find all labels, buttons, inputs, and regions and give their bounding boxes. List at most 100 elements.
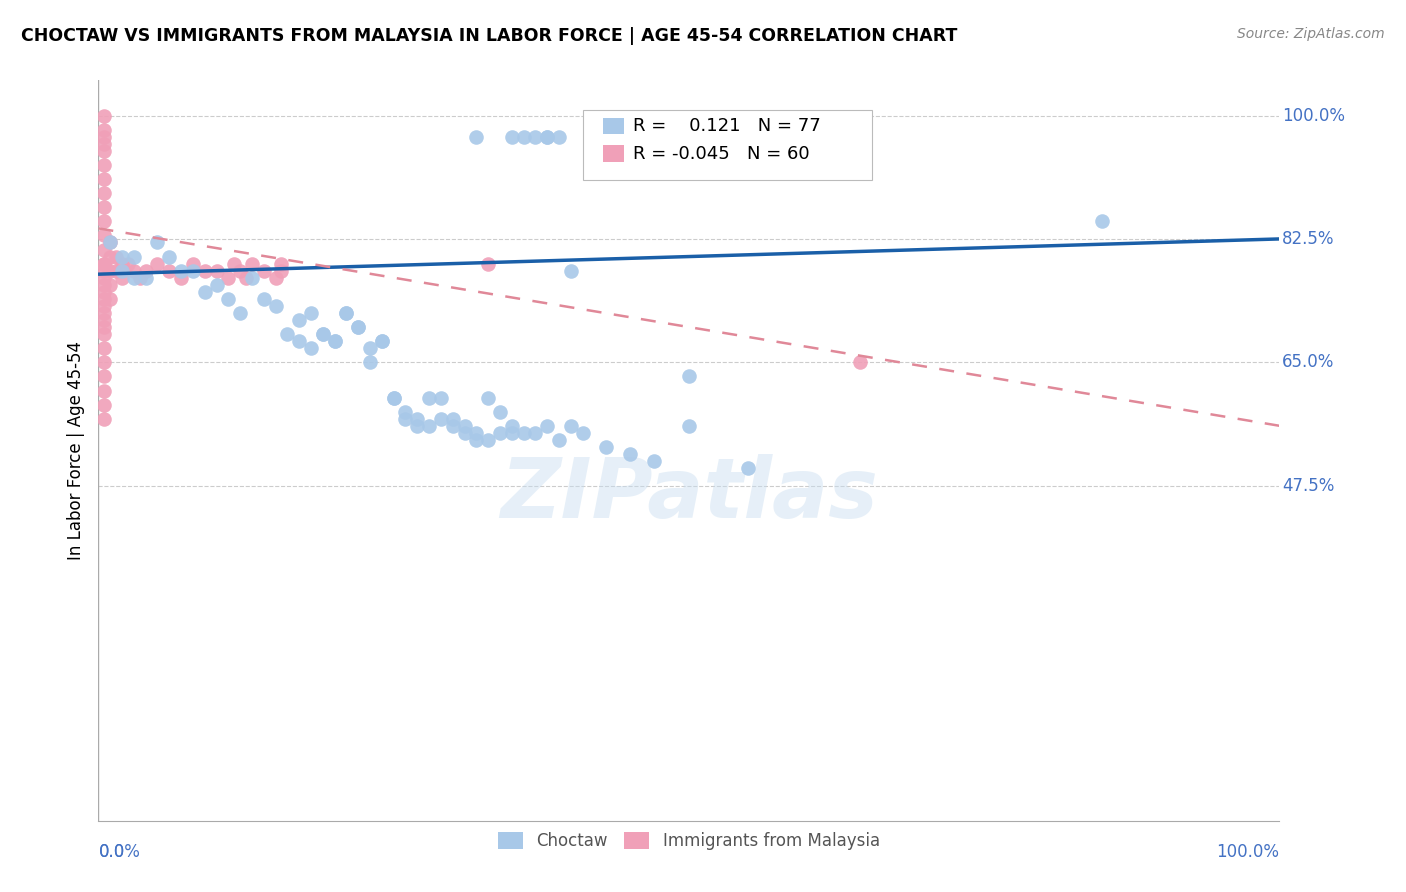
Point bbox=[93, 243, 115, 257]
Point bbox=[122, 270, 145, 285]
Point bbox=[217, 292, 239, 306]
Legend: Choctaw, Immigrants from Malaysia: Choctaw, Immigrants from Malaysia bbox=[491, 825, 887, 856]
Point bbox=[394, 405, 416, 419]
Point bbox=[229, 263, 252, 277]
Point bbox=[111, 263, 134, 277]
FancyBboxPatch shape bbox=[603, 145, 624, 161]
Point bbox=[93, 285, 115, 299]
Text: Source: ZipAtlas.com: Source: ZipAtlas.com bbox=[1237, 27, 1385, 41]
Text: 47.5%: 47.5% bbox=[1282, 476, 1334, 495]
Point bbox=[270, 263, 292, 277]
Point bbox=[347, 320, 370, 334]
Point bbox=[678, 418, 700, 433]
Point bbox=[93, 384, 115, 398]
Point bbox=[135, 263, 157, 277]
Point bbox=[382, 391, 405, 405]
Point bbox=[93, 355, 115, 369]
Point bbox=[270, 257, 292, 271]
Point bbox=[418, 418, 440, 433]
Point bbox=[382, 391, 405, 405]
Point bbox=[93, 270, 115, 285]
Point bbox=[312, 327, 335, 342]
Point bbox=[548, 129, 571, 144]
Point bbox=[465, 129, 488, 144]
Text: R = -0.045   N = 60: R = -0.045 N = 60 bbox=[634, 145, 810, 162]
Point bbox=[524, 129, 547, 144]
Point bbox=[737, 461, 759, 475]
Point bbox=[93, 158, 115, 172]
Point bbox=[98, 235, 121, 250]
FancyBboxPatch shape bbox=[603, 118, 624, 135]
Point bbox=[253, 263, 276, 277]
Point bbox=[93, 200, 115, 214]
Point bbox=[359, 341, 381, 355]
Point bbox=[93, 257, 115, 271]
Point bbox=[217, 270, 239, 285]
Text: 65.0%: 65.0% bbox=[1282, 353, 1334, 371]
Point bbox=[288, 313, 311, 327]
Point bbox=[571, 425, 593, 440]
Point bbox=[93, 122, 115, 136]
Point bbox=[93, 186, 115, 200]
Point bbox=[371, 334, 394, 348]
Point bbox=[229, 306, 252, 320]
Text: 0.0%: 0.0% bbox=[98, 843, 141, 861]
Point bbox=[181, 263, 204, 277]
Point bbox=[465, 433, 488, 447]
Point bbox=[98, 292, 121, 306]
Point bbox=[93, 313, 115, 327]
Point bbox=[181, 257, 204, 271]
Point bbox=[98, 250, 121, 264]
Point bbox=[93, 327, 115, 342]
Point bbox=[264, 299, 287, 313]
Point bbox=[501, 418, 523, 433]
Point bbox=[299, 341, 322, 355]
Text: 100.0%: 100.0% bbox=[1216, 843, 1279, 861]
Point bbox=[122, 263, 145, 277]
Point bbox=[93, 144, 115, 158]
Point bbox=[205, 277, 228, 292]
Point bbox=[595, 440, 617, 454]
Point bbox=[157, 250, 180, 264]
Point bbox=[560, 263, 582, 277]
Point bbox=[93, 341, 115, 355]
Point bbox=[146, 235, 169, 250]
Y-axis label: In Labor Force | Age 45-54: In Labor Force | Age 45-54 bbox=[66, 341, 84, 560]
Point bbox=[406, 411, 429, 425]
Point bbox=[619, 447, 641, 461]
Point bbox=[157, 263, 180, 277]
Point bbox=[371, 334, 394, 348]
Text: CHOCTAW VS IMMIGRANTS FROM MALAYSIA IN LABOR FORCE | AGE 45-54 CORRELATION CHART: CHOCTAW VS IMMIGRANTS FROM MALAYSIA IN L… bbox=[21, 27, 957, 45]
Point bbox=[453, 418, 475, 433]
Point bbox=[489, 405, 512, 419]
Point bbox=[489, 425, 512, 440]
Point bbox=[453, 425, 475, 440]
Point bbox=[98, 235, 121, 250]
Point bbox=[93, 306, 115, 320]
Point bbox=[849, 355, 872, 369]
Point bbox=[170, 270, 193, 285]
Point bbox=[536, 129, 558, 144]
Point bbox=[93, 369, 115, 384]
Point bbox=[205, 263, 228, 277]
Point bbox=[93, 136, 115, 151]
Point bbox=[93, 263, 115, 277]
Point bbox=[111, 257, 134, 271]
Point bbox=[128, 270, 150, 285]
Point bbox=[194, 263, 217, 277]
Point bbox=[418, 391, 440, 405]
Point bbox=[643, 454, 665, 468]
Point bbox=[347, 320, 370, 334]
Point bbox=[501, 129, 523, 144]
Point bbox=[477, 391, 499, 405]
Text: R =    0.121   N = 77: R = 0.121 N = 77 bbox=[634, 117, 821, 136]
Point bbox=[477, 433, 499, 447]
Text: 82.5%: 82.5% bbox=[1282, 230, 1334, 248]
Point bbox=[93, 109, 115, 123]
Point bbox=[93, 320, 115, 334]
Point bbox=[359, 355, 381, 369]
Point bbox=[312, 327, 335, 342]
Point bbox=[224, 257, 246, 271]
Point bbox=[1091, 214, 1114, 228]
Point bbox=[678, 369, 700, 384]
